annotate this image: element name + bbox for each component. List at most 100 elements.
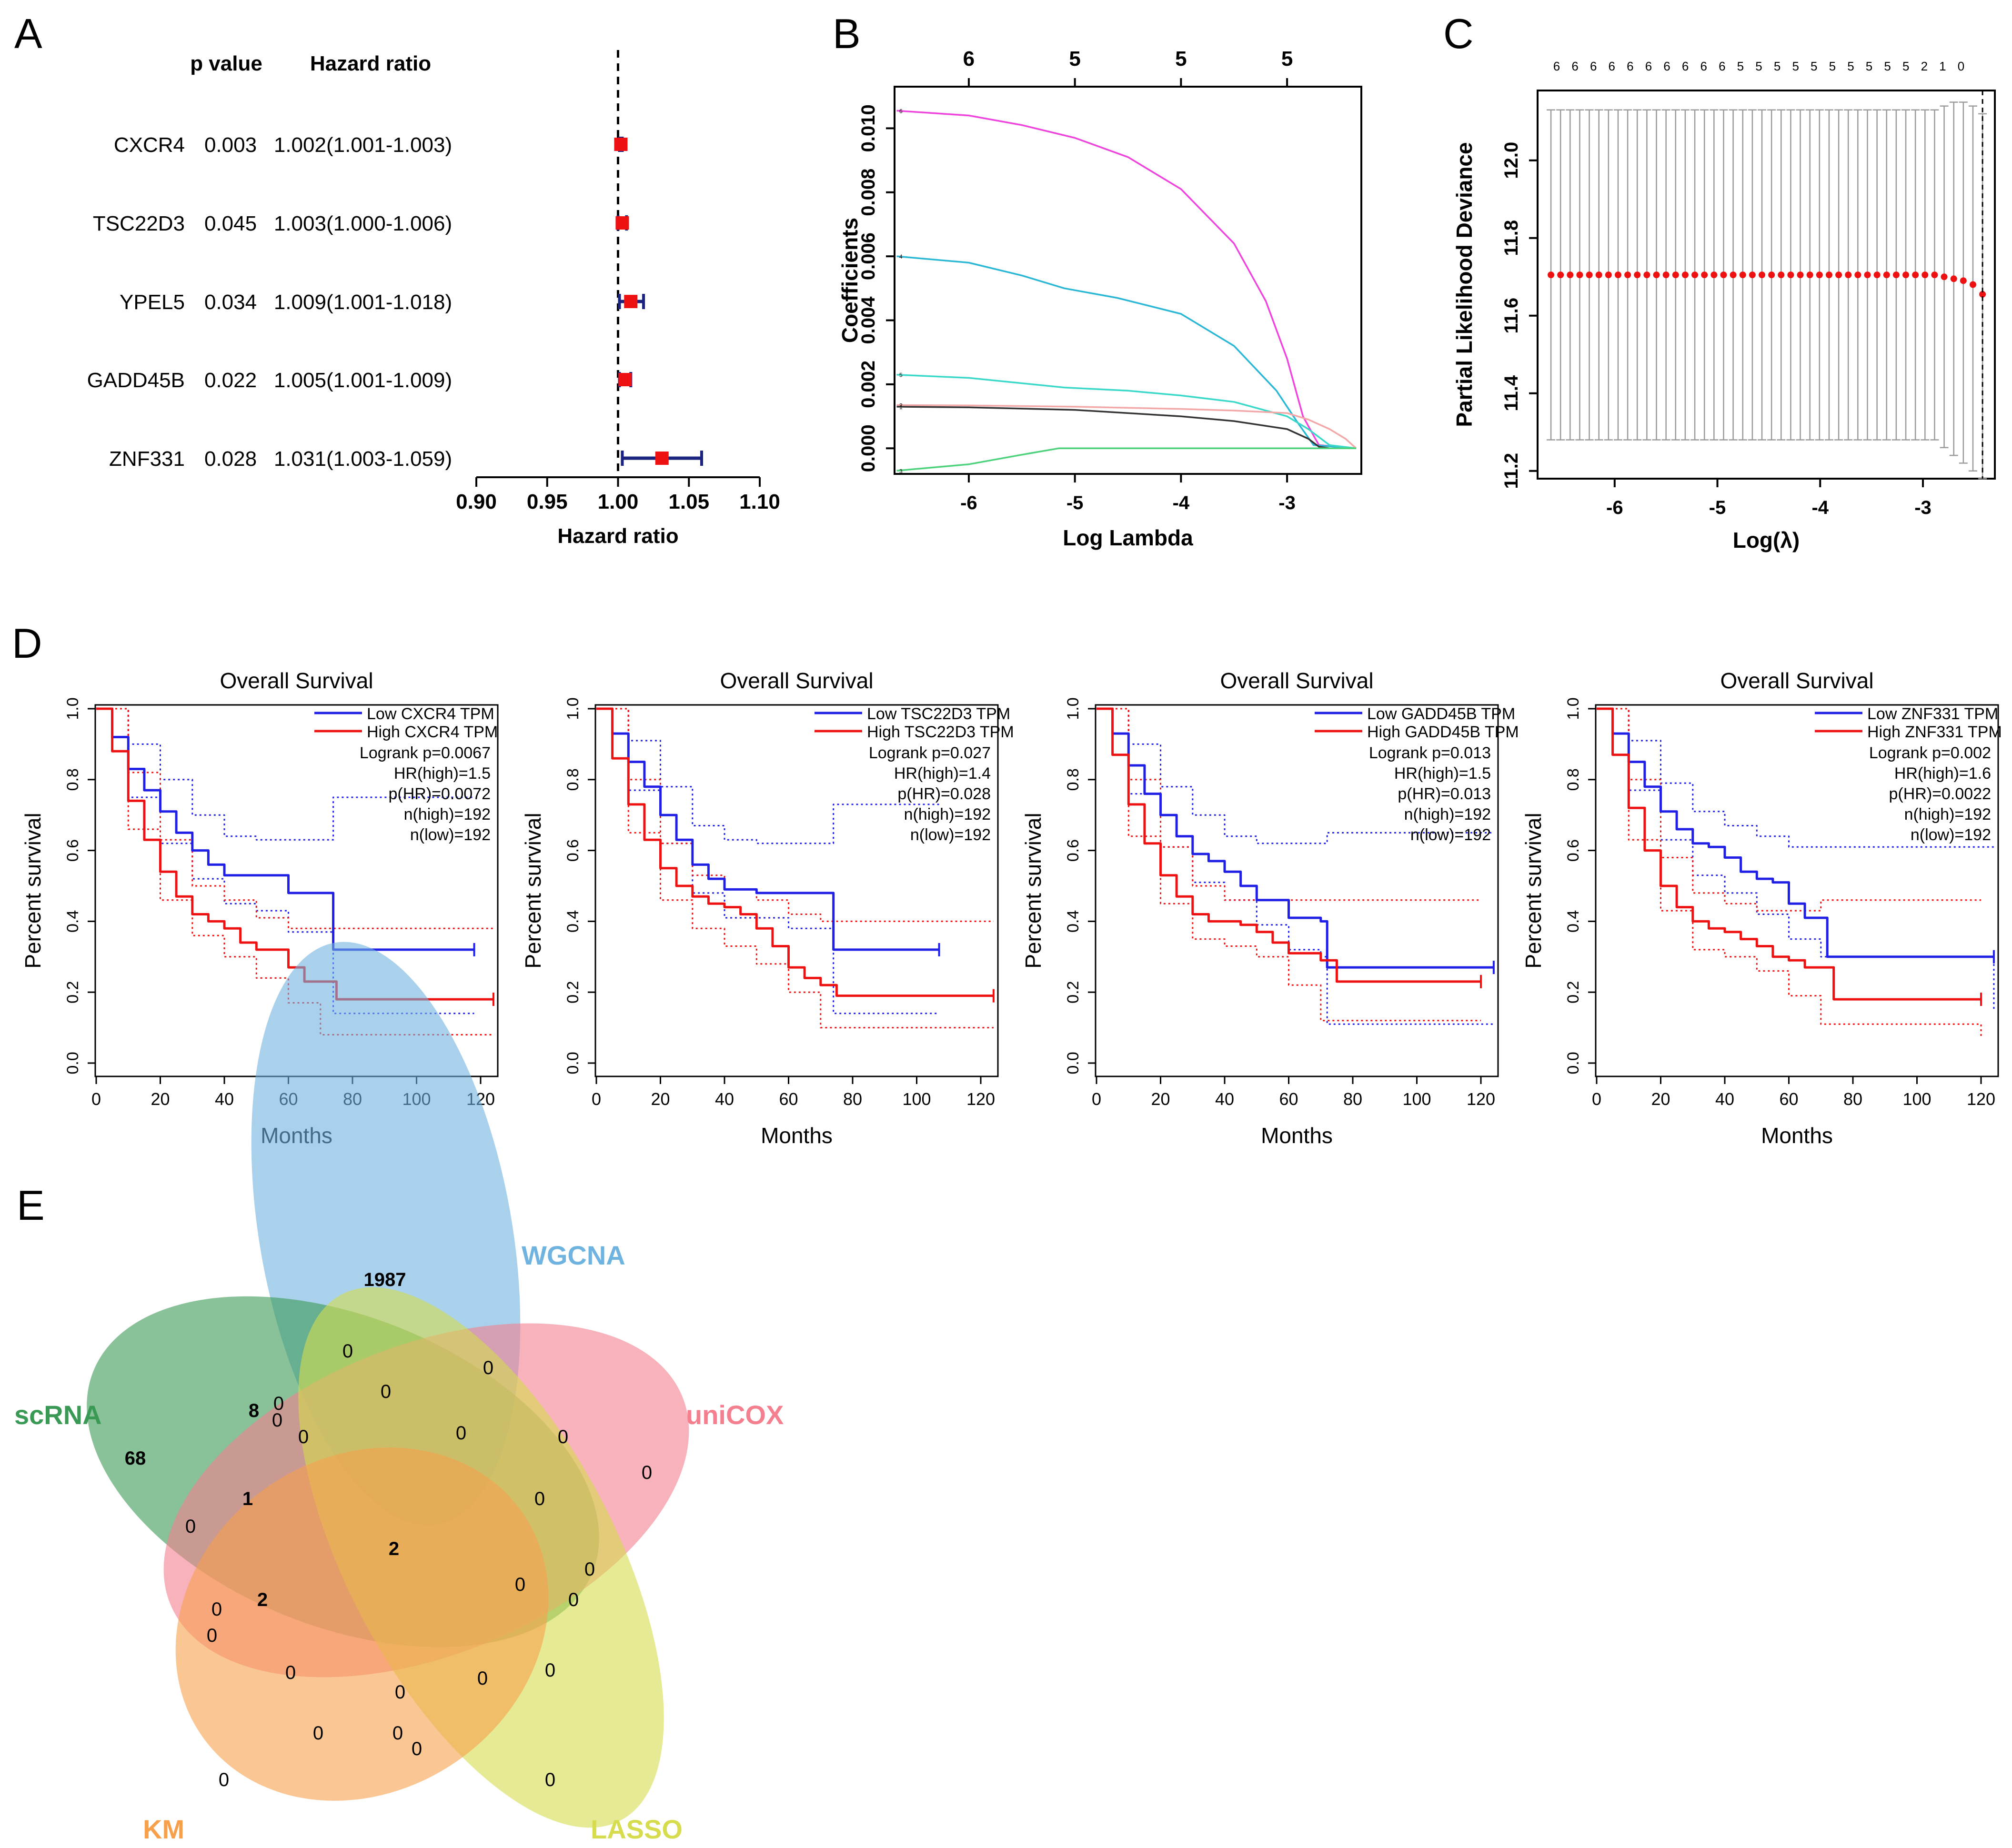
cv-top-label: 5 bbox=[1755, 59, 1762, 73]
cv-top-label: 6 bbox=[1609, 59, 1615, 73]
km-low-curve bbox=[96, 707, 474, 951]
cv-mean-point bbox=[1835, 271, 1842, 279]
km-title: Overall Survival bbox=[220, 668, 373, 693]
km-y-axis-title: Percent survival bbox=[521, 813, 545, 968]
km-stat-label: p(HR)=0.013 bbox=[1398, 785, 1491, 803]
coef-path-label: 1 bbox=[899, 404, 903, 411]
coef-y-tick-label: 0.004 bbox=[858, 296, 879, 344]
cv-top-label: 5 bbox=[1902, 59, 1909, 73]
km-high-ci-upper bbox=[1597, 708, 1981, 912]
coef-x-tick-label: -5 bbox=[1066, 492, 1084, 513]
km-y-tick-label: 0.0 bbox=[64, 1052, 82, 1074]
coef-y-axis-title: Coefficients bbox=[837, 218, 862, 343]
cv-top-label: 1 bbox=[1939, 59, 1946, 73]
forest-p-value: 0.003 bbox=[204, 133, 257, 157]
km-title: Overall Survival bbox=[720, 668, 873, 693]
cv-y-tick-label: 11.6 bbox=[1501, 298, 1522, 334]
km-y-tick-label: 0.2 bbox=[1564, 981, 1582, 1004]
cv-y-tick-label: 11.2 bbox=[1501, 453, 1522, 489]
venn-set-label: LASSO bbox=[591, 1814, 683, 1844]
forest-x-tick-label: 1.10 bbox=[739, 490, 780, 513]
km-x-tick-label: 100 bbox=[1402, 1089, 1431, 1109]
cv-mean-point bbox=[1979, 291, 1986, 298]
km-y-tick-label: 0.8 bbox=[564, 768, 582, 791]
km-x-axis-title: Months bbox=[1761, 1123, 1833, 1148]
coef-y-tick-label: 0.010 bbox=[858, 104, 879, 152]
cv-mean-point bbox=[1921, 271, 1929, 279]
coef-path bbox=[896, 404, 1357, 449]
km-x-tick-label: 60 bbox=[1279, 1089, 1298, 1109]
cv-top-label: 5 bbox=[1847, 59, 1854, 73]
venn-count: 0 bbox=[298, 1426, 309, 1447]
venn-set-label: KM bbox=[143, 1814, 184, 1844]
km-x-tick-label: 60 bbox=[1779, 1089, 1798, 1109]
km-stat-label: n(low)=192 bbox=[410, 826, 491, 844]
km-y-tick-label: 0.4 bbox=[1064, 910, 1082, 933]
cv-mean-point bbox=[1864, 271, 1871, 279]
cv-top-label: 6 bbox=[1645, 59, 1652, 73]
km-legend-high-label: High ZNF331 TPM bbox=[1867, 723, 2002, 741]
km-y-tick-label: 0.8 bbox=[1064, 768, 1082, 791]
venn-count: 68 bbox=[125, 1448, 146, 1469]
km-legend-high-label: High TSC22D3 TPM bbox=[867, 723, 1014, 741]
forest-x-tick-label: 1.05 bbox=[668, 490, 709, 513]
km-y-tick-label: 0.0 bbox=[1064, 1052, 1082, 1074]
cv-x-tick-label: -6 bbox=[1606, 497, 1623, 518]
cv-mean-point bbox=[1605, 271, 1612, 279]
cv-mean-point bbox=[1586, 271, 1593, 279]
km-x-tick-label: 0 bbox=[592, 1089, 601, 1109]
km-y-tick-label: 0.2 bbox=[64, 981, 82, 1004]
venn-count: 0 bbox=[395, 1682, 405, 1703]
km-x-tick-label: 20 bbox=[151, 1089, 170, 1109]
cv-y-tick-label: 11.4 bbox=[1501, 375, 1522, 411]
venn-count: 0 bbox=[219, 1769, 229, 1790]
cv-y-tick-label: 12.0 bbox=[1501, 142, 1522, 179]
venn-count: 0 bbox=[313, 1723, 323, 1744]
km-y-tick-label: 0.2 bbox=[1064, 981, 1082, 1004]
coef-path bbox=[896, 373, 1357, 449]
km-x-tick-label: 20 bbox=[1651, 1089, 1670, 1109]
km-x-tick-label: 20 bbox=[1151, 1089, 1170, 1109]
venn-count: 0 bbox=[558, 1426, 568, 1447]
km-y-axis-title: Percent survival bbox=[1021, 813, 1046, 968]
km-title: Overall Survival bbox=[1720, 668, 1873, 693]
cv-top-label: 6 bbox=[1553, 59, 1560, 73]
cv-top-label: 6 bbox=[1590, 59, 1597, 73]
forest-gene-label: ZNF331 bbox=[109, 447, 185, 471]
km-title: Overall Survival bbox=[1220, 668, 1373, 693]
km-y-tick-label: 0.4 bbox=[1564, 910, 1582, 933]
venn-count: 8 bbox=[249, 1400, 259, 1421]
forest-p-value: 0.022 bbox=[204, 369, 257, 392]
km-y-tick-label: 1.0 bbox=[64, 697, 82, 720]
km-high-curve bbox=[1597, 707, 1981, 1001]
km-high-curve bbox=[1097, 707, 1481, 983]
km-stat-label: p(HR)=0.028 bbox=[897, 785, 991, 803]
cv-mean-point bbox=[1778, 271, 1785, 279]
hazard-ratio-marker bbox=[614, 138, 628, 151]
km-x-axis-title: Months bbox=[761, 1123, 833, 1148]
coef-top-tick-label: 5 bbox=[1281, 47, 1293, 70]
km-plot-frame bbox=[594, 704, 999, 1077]
cv-mean-point bbox=[1941, 273, 1948, 281]
coef-path-label: 4 bbox=[899, 253, 903, 260]
km-stat-label: n(low)=192 bbox=[1410, 826, 1491, 844]
forest-x-tick-label: 1.00 bbox=[598, 490, 639, 513]
cv-mean-point bbox=[1950, 275, 1957, 282]
cv-top-label: 6 bbox=[1627, 59, 1633, 73]
km-stat-label: Logrank p=0.013 bbox=[1369, 744, 1491, 762]
km-y-axis-title: Percent survival bbox=[1521, 813, 1546, 968]
forest-gene-label: YPEL5 bbox=[120, 291, 185, 314]
coef-path-label: 5 bbox=[899, 372, 903, 379]
venn-count: 1987 bbox=[364, 1269, 406, 1290]
cv-top-label: 5 bbox=[1774, 59, 1781, 73]
cv-mean-point bbox=[1624, 271, 1631, 279]
km-x-tick-label: 80 bbox=[1343, 1089, 1362, 1109]
cv-mean-point bbox=[1653, 271, 1660, 279]
km-y-tick-label: 1.0 bbox=[564, 697, 582, 720]
cv-mean-point bbox=[1749, 271, 1756, 279]
panel-label-e: E bbox=[17, 1182, 45, 1229]
venn-count: 0 bbox=[545, 1660, 555, 1681]
cv-mean-point bbox=[1768, 271, 1775, 279]
km-high-ci-lower bbox=[1597, 708, 1982, 1038]
cv-mean-point bbox=[1873, 271, 1881, 279]
